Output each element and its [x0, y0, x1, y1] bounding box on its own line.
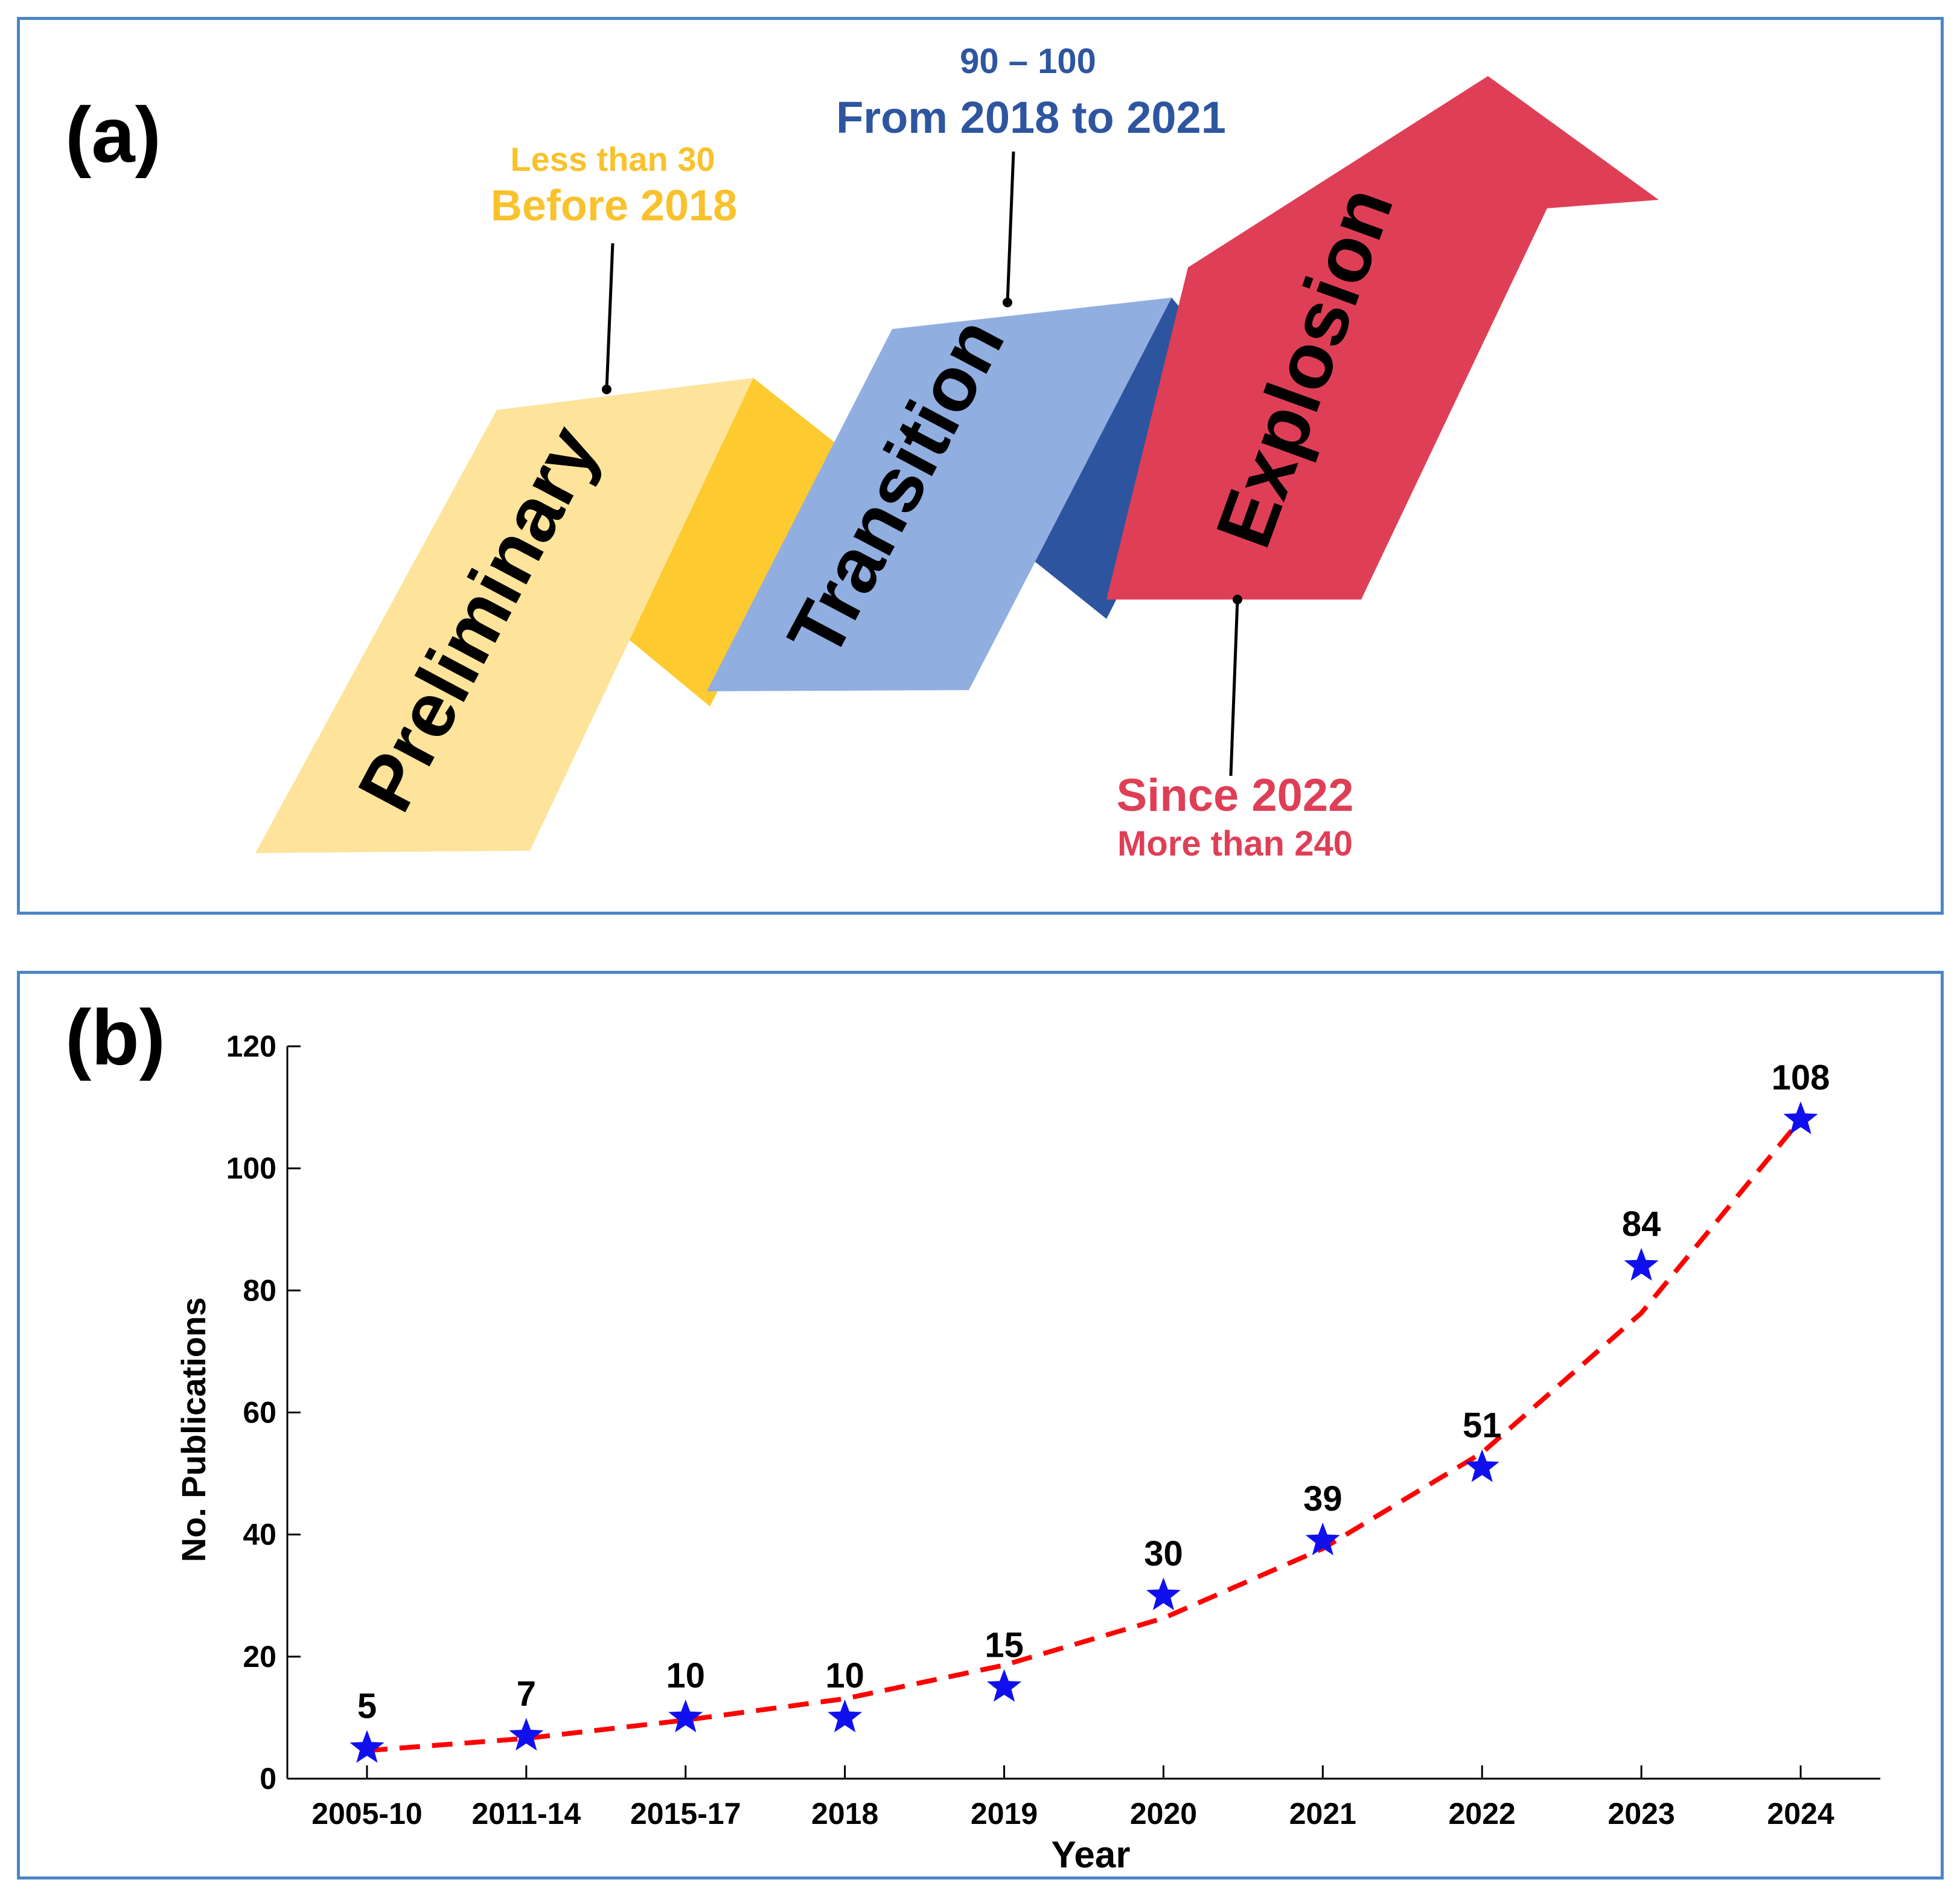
preliminary-leader	[605, 243, 614, 390]
transition-leader-dot	[1003, 298, 1012, 307]
y-tick-label: 0	[260, 1762, 276, 1796]
explosion-arrow	[1106, 76, 1659, 600]
panel-b: (b) 0 20 40 60 80 100 120 2005-10 2011-14 2015-17…	[17, 971, 1944, 1879]
x-tick-label: 2019	[971, 1797, 1038, 1831]
x-tick-label: 2011-14	[471, 1797, 581, 1831]
preliminary-period: Before 2018	[491, 182, 737, 230]
x-axis-title: Year	[1051, 1834, 1130, 1876]
data-label: 108	[1772, 1058, 1830, 1097]
explosion-leader-dot	[1233, 595, 1242, 604]
y-tick-label: 100	[226, 1151, 276, 1185]
data-label: 84	[1622, 1204, 1661, 1244]
x-tick-label: 2005-10	[311, 1797, 423, 1831]
data-label: 51	[1463, 1406, 1502, 1445]
y-axis-title: No. Publications	[174, 1297, 212, 1563]
x-tick-label: 2015-17	[630, 1797, 741, 1831]
panel-a-label: (a)	[65, 91, 161, 179]
data-point-star	[1305, 1522, 1340, 1555]
data-point-star	[1146, 1577, 1181, 1610]
data-point-star	[350, 1730, 385, 1763]
transition-block	[707, 298, 1172, 691]
data-label: 10	[825, 1656, 864, 1695]
y-tick-label: 60	[243, 1396, 276, 1430]
preliminary-block	[255, 378, 753, 853]
data-point-star	[1464, 1449, 1499, 1482]
data-label: 10	[666, 1656, 705, 1695]
transition-count: 90 – 100	[960, 42, 1096, 81]
data-label: 30	[1144, 1534, 1183, 1573]
transition-period: From 2018 to 2021	[836, 92, 1226, 142]
trend-layer	[366, 1118, 1803, 1753]
chart-axes: 0 20 40 60 80 100 120 2005-10 2011-14 2015-17 2018…	[226, 1029, 1880, 1831]
y-tick-label: 120	[226, 1029, 276, 1063]
explosion-leader	[1229, 599, 1239, 776]
preliminary-side	[627, 378, 841, 706]
y-tick-label: 40	[243, 1518, 276, 1552]
x-tick-label: 2022	[1449, 1797, 1516, 1831]
explosion-period: Since 2022	[1117, 770, 1354, 821]
data-point-star	[1624, 1247, 1659, 1281]
transition-leader	[1006, 151, 1015, 303]
data-label: 7	[517, 1674, 536, 1713]
data-point-star	[987, 1669, 1022, 1702]
data-point-star	[828, 1699, 863, 1733]
x-tick-label: 2024	[1767, 1797, 1834, 1831]
data-point-star	[509, 1718, 544, 1751]
x-tick-label: 2021	[1289, 1797, 1356, 1831]
preliminary-count: Less than 30	[510, 140, 715, 178]
x-tick-label: 2020	[1130, 1797, 1197, 1831]
stage-diagram: (a) Preliminary Transition Explosion Les…	[65, 42, 1659, 863]
explosion-count: More than 240	[1117, 824, 1353, 863]
data-point-star	[1783, 1101, 1818, 1134]
y-tick-label: 20	[243, 1640, 276, 1674]
panel-b-label: (b)	[65, 993, 165, 1081]
preliminary-leader-dot	[602, 385, 611, 394]
data-point-star	[668, 1699, 703, 1733]
publications-chart: (b) 0 20 40 60 80 100 120 2005-10 2011-14 2015-17…	[65, 993, 1880, 1876]
data-label: 5	[357, 1686, 377, 1726]
x-tick-label: 2018	[811, 1797, 878, 1831]
data-label: 39	[1303, 1479, 1342, 1518]
x-tick-label: 2023	[1608, 1797, 1675, 1831]
y-tick-label: 80	[243, 1273, 276, 1307]
data-points: 5 7 10 10 15 30 39 51 84 108	[350, 1058, 1830, 1763]
panel-a: (a) Preliminary Transition Explosion Les…	[17, 17, 1944, 915]
trend-line	[366, 1118, 1803, 1753]
data-label: 15	[985, 1625, 1024, 1665]
